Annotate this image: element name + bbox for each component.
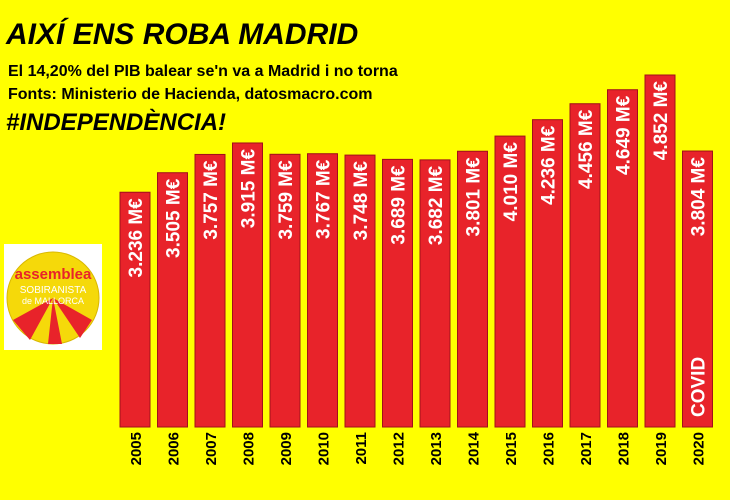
value-label: 4.852 M€ (651, 81, 672, 161)
logo-stripes (13, 298, 92, 344)
value-label: 3.804 M€ (689, 157, 710, 237)
value-label: 4.456 M€ (576, 109, 597, 189)
x-tick-label: 2007 (203, 432, 220, 465)
bar (119, 191, 151, 428)
bar (307, 153, 338, 428)
bar (532, 119, 563, 428)
annotation: COVID (689, 357, 710, 417)
bar (232, 142, 263, 428)
x-tick-label: 2005 (128, 432, 145, 465)
value-label: 4.649 M€ (614, 95, 635, 175)
value-label: 3.915 M€ (239, 149, 260, 229)
x-tick-label: 2008 (241, 432, 258, 465)
x-tick-label: 2012 (391, 432, 408, 465)
x-tick-label: 2011 (353, 432, 370, 465)
value-label: 3.757 M€ (201, 160, 222, 240)
bar (194, 153, 226, 428)
x-tick-label: 2006 (166, 432, 183, 465)
x-tick-label: 2014 (466, 431, 483, 465)
hashtag: #INDEPENDÈNCIA! (6, 108, 226, 136)
x-tick-label: 2016 (541, 432, 558, 465)
value-label: 3.236 M€ (126, 198, 147, 278)
chart-title: AIXÍ ENS ROBA MADRID (5, 17, 358, 51)
bar (494, 135, 526, 428)
bar (344, 154, 376, 428)
value-label: 4.236 M€ (539, 125, 560, 205)
x-tick-label: 2015 (503, 432, 520, 465)
value-label: 3.801 M€ (464, 157, 485, 237)
bar (682, 150, 713, 428)
value-label: 3.682 M€ (426, 165, 447, 245)
bar (269, 153, 301, 428)
x-tick-label: 2009 (278, 432, 295, 465)
logo-text: assemblea (15, 266, 92, 283)
bar (382, 158, 413, 428)
x-tick-label: 2017 (578, 432, 595, 465)
logo-text: de MALLORCA (22, 296, 84, 306)
x-tick-label: 2019 (653, 432, 670, 465)
value-label: 3.505 M€ (164, 178, 185, 258)
value-label: 3.759 M€ (276, 160, 297, 240)
value-label: 3.689 M€ (389, 165, 410, 245)
bar (419, 159, 451, 428)
x-tick-label: 2020 (691, 432, 708, 465)
source: Fonts: Ministerio de Hacienda, datosmacr… (8, 86, 373, 103)
bar (157, 172, 188, 428)
value-label: 3.748 M€ (351, 161, 372, 241)
bar (607, 89, 638, 428)
logo-text: SOBIRANISTA (20, 285, 87, 296)
bar (644, 74, 676, 428)
logo: assemblea SOBIRANISTA de MALLORCA (4, 244, 102, 350)
value-label: 4.010 M€ (501, 142, 522, 222)
x-tick-label: 2013 (428, 432, 445, 465)
value-label: 3.767 M€ (314, 159, 335, 239)
x-tick-label: 2018 (616, 432, 633, 465)
bar (569, 103, 601, 428)
subtitle: El 14,20% del PIB balear se'n va a Madri… (8, 63, 398, 80)
x-tick-label: 2010 (316, 432, 333, 465)
bar (457, 150, 488, 428)
